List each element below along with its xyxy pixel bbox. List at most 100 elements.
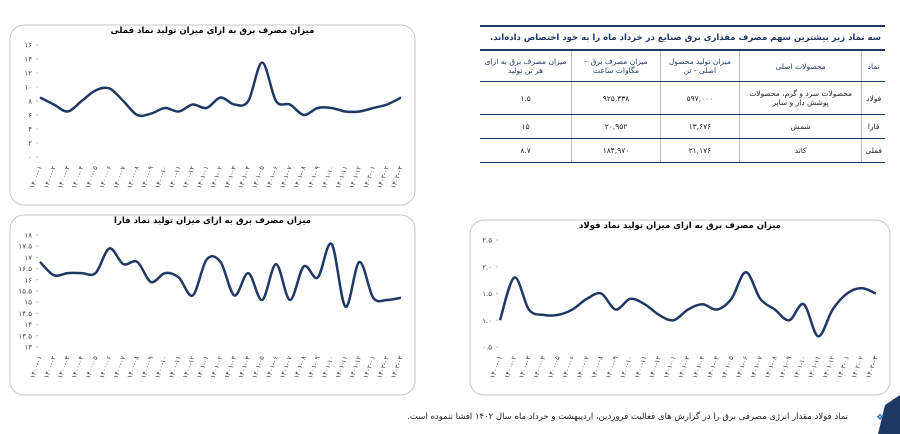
x-tick-label: ۱۴۰۱-۰۱	[662, 355, 677, 380]
x-tick-label: ۱۴۰۲-۰۳	[389, 354, 405, 379]
x-tick-label: ۱۴۰۱-۰۱	[195, 165, 210, 190]
x-tick-label: ۱۴۰۰-۰۶	[98, 165, 113, 190]
y-tick-label: ۴	[28, 126, 32, 134]
y-tick-label: ۱۸	[24, 232, 32, 240]
x-tick-label: ۱۴۰۰-۰۱	[28, 165, 43, 190]
table-cell: فولاد	[861, 81, 885, 115]
x-tick-label: ۱۴۰۰-۰۸	[590, 354, 606, 379]
data-line	[39, 242, 402, 308]
x-tick-label: ۱۴۰۱-۱۲	[821, 354, 837, 379]
x-tick-label: ۱۴۰۱-۱۰	[320, 165, 335, 190]
y-tick-label: ۱.۵	[482, 290, 492, 298]
table-cell: ۲۰,۹۵۲	[571, 114, 661, 139]
y-tick-label: ۱۷.۵	[18, 243, 32, 251]
header-cell: میزان مصرف برق به ازای هر تن تولید	[480, 51, 572, 82]
y-tick-label: ۱.۰	[482, 317, 492, 325]
x-tick-label: ۱۴۰۱-۱۰	[320, 355, 335, 380]
table-cell: ۱۵	[480, 114, 572, 139]
table-cell: ۱۳,۶۷۶	[659, 114, 740, 139]
x-tick-label: ۱۴۰۱-۰۱	[195, 355, 210, 380]
x-tick-label: ۱۴۰۱-۱۱	[334, 355, 349, 380]
chart-frame	[469, 219, 891, 396]
y-tick-label: ۱۰	[24, 84, 32, 92]
x-tick-label: ۱۴۰۱-۰۷	[749, 354, 765, 379]
table-cell: شمش	[738, 114, 862, 139]
y-tick-label: ۲	[28, 140, 32, 148]
header-row: نماد محصولات اصلی میزان تولید محصول اصلی -…	[480, 51, 885, 82]
x-tick-label: ۱۴۰۰-۱۰	[619, 355, 634, 380]
table-row: فارا شمش ۱۳,۶۷۶ ۲۰,۹۵۲ ۱۵	[480, 114, 885, 139]
table-cell: ۱۸۴,۹۷۰	[571, 138, 661, 163]
x-tick-label: ۱۴۰۲-۰۱	[835, 355, 850, 380]
y-tick-label: ۱۴	[24, 321, 32, 329]
x-tick-label: ۱۴۰۱-۰۶	[264, 355, 279, 380]
table-body: فولاد محصولات سرد و گرم، محصولات پوشش دار…	[480, 81, 885, 163]
x-tick-label: ۱۴۰۰-۰۶	[98, 355, 113, 380]
x-tick-label: ۱۴۰۲-۰۳	[389, 164, 405, 189]
chart-title: میزان مصرف برق به ازای میزان تولید نماد …	[111, 26, 315, 36]
table-cell: ۹۲۵,۳۳۸	[571, 81, 661, 115]
x-tick-label: ۱۴۰۱-۰۶	[264, 165, 279, 190]
x-tick-label: ۱۴۰۰-۱۲	[647, 354, 663, 379]
x-tick-label: ۱۴۰۱-۱۰	[792, 355, 807, 380]
x-tick-label: ۱۴۰۰-۱۱	[167, 355, 182, 380]
chart-frame	[9, 214, 416, 396]
table: سه نماد زیر بیشترین سهم مصرف مقداری برق …	[480, 25, 885, 163]
header-cell: میزان تولید محصول اصلی - تن	[659, 51, 740, 82]
chart-title: میزان مصرف برق به ازای میزان تولید نماد …	[114, 216, 311, 226]
x-tick-label: ۱۴۰۱-۰۴	[705, 354, 721, 379]
x-tick-label: ۱۴۰۱-۰۲	[676, 354, 692, 379]
data-table: نماد محصولات اصلی میزان تولید محصول اصلی -…	[480, 51, 885, 163]
y-tick-label: ۱۴	[24, 56, 32, 64]
data-line	[39, 61, 402, 118]
y-tick-label: ۱۵	[24, 299, 32, 307]
y-tick-label: ۱۷	[24, 254, 32, 262]
y-tick-label: ۱۳.۵	[18, 332, 32, 340]
x-tick-label: ۱۴۰۱-۰۳	[691, 354, 707, 379]
footnote: نماد فولاد مقدار انرژی مصرفی برق را در گ…	[407, 412, 848, 422]
x-tick-label: ۱۴۰۰-۰۳	[517, 354, 533, 379]
y-tick-label: ۲.۰	[482, 263, 492, 271]
x-tick-label: ۱۴۰۰-۰۱	[28, 355, 43, 380]
x-tick-label: ۱۴۰۱-۰۶	[734, 355, 749, 380]
table-title: سه نماد زیر بیشترین سهم مصرف مقداری برق …	[480, 25, 885, 51]
table-cell: ۲۱,۱۷۶	[659, 138, 740, 163]
y-tick-label: ۱۶	[24, 42, 32, 50]
header-cell: میزان مصرف برق – مگاوات ساعت	[571, 51, 661, 82]
corner-decoration	[878, 395, 900, 434]
y-tick-label: ۰.۵	[482, 344, 492, 352]
table-cell: ۱.۵	[480, 81, 572, 115]
x-tick-label: ۱۴۰۰-۰۶	[561, 355, 576, 380]
x-tick-label: ۱۴۰۱-۱۱	[334, 165, 349, 190]
x-tick-label: ۱۴۰۰-۰۴	[532, 354, 548, 379]
x-tick-label: ۱۴۰۲-۰۱	[362, 355, 377, 380]
y-tick-label: ۲.۵	[482, 237, 492, 245]
x-tick-label: ۱۴۰۱-۰۹	[778, 354, 794, 379]
data-line	[498, 270, 877, 338]
x-tick-label: ۱۴۰۲-۰۲	[850, 354, 866, 379]
table-cell: محصولات سرد و گرم، محصولات پوشش دار و سا…	[738, 81, 862, 115]
bullet: ❖	[876, 413, 884, 423]
table-cell: فملی	[861, 138, 885, 163]
header-cell: نماد	[861, 51, 885, 82]
table-cell: کاتد	[738, 138, 862, 163]
table-cell: ۵۹۷,۰۰۰	[659, 81, 740, 115]
x-tick-label: ۱۴۰۰-۰۵	[546, 354, 562, 379]
y-tick-label: ۱۶.۵	[18, 265, 32, 273]
chart-title: میزان مصرف برق به ازای میزان تولید نماد …	[579, 221, 781, 231]
x-tick-label: ۱۴۰۰-۱۰	[153, 355, 168, 380]
x-tick-label: ۱۴۰۱-۰۵	[720, 354, 736, 379]
x-tick-label: ۱۴۰۰-۰۷	[575, 354, 591, 379]
table-row: فملی کاتد ۲۱,۱۷۶ ۱۸۴,۹۷۰ ۸.۷	[480, 138, 885, 163]
y-tick-label: ۱۳	[24, 344, 32, 352]
x-tick-label: ۱۴۰۱-۱۱	[807, 355, 822, 380]
x-tick-label: ۱۴۰۱-۰۸	[763, 354, 779, 379]
y-tick-label: ۱۵.۵	[18, 288, 32, 296]
x-tick-label: ۱۴۰۲-۰۱	[362, 165, 377, 190]
table-row: فولاد محصولات سرد و گرم، محصولات پوشش دار…	[480, 81, 885, 115]
chart-frame	[9, 24, 416, 206]
x-tick-label: ۱۴۰۰-۱۱	[167, 165, 182, 190]
table-cell: فارا	[861, 114, 885, 139]
